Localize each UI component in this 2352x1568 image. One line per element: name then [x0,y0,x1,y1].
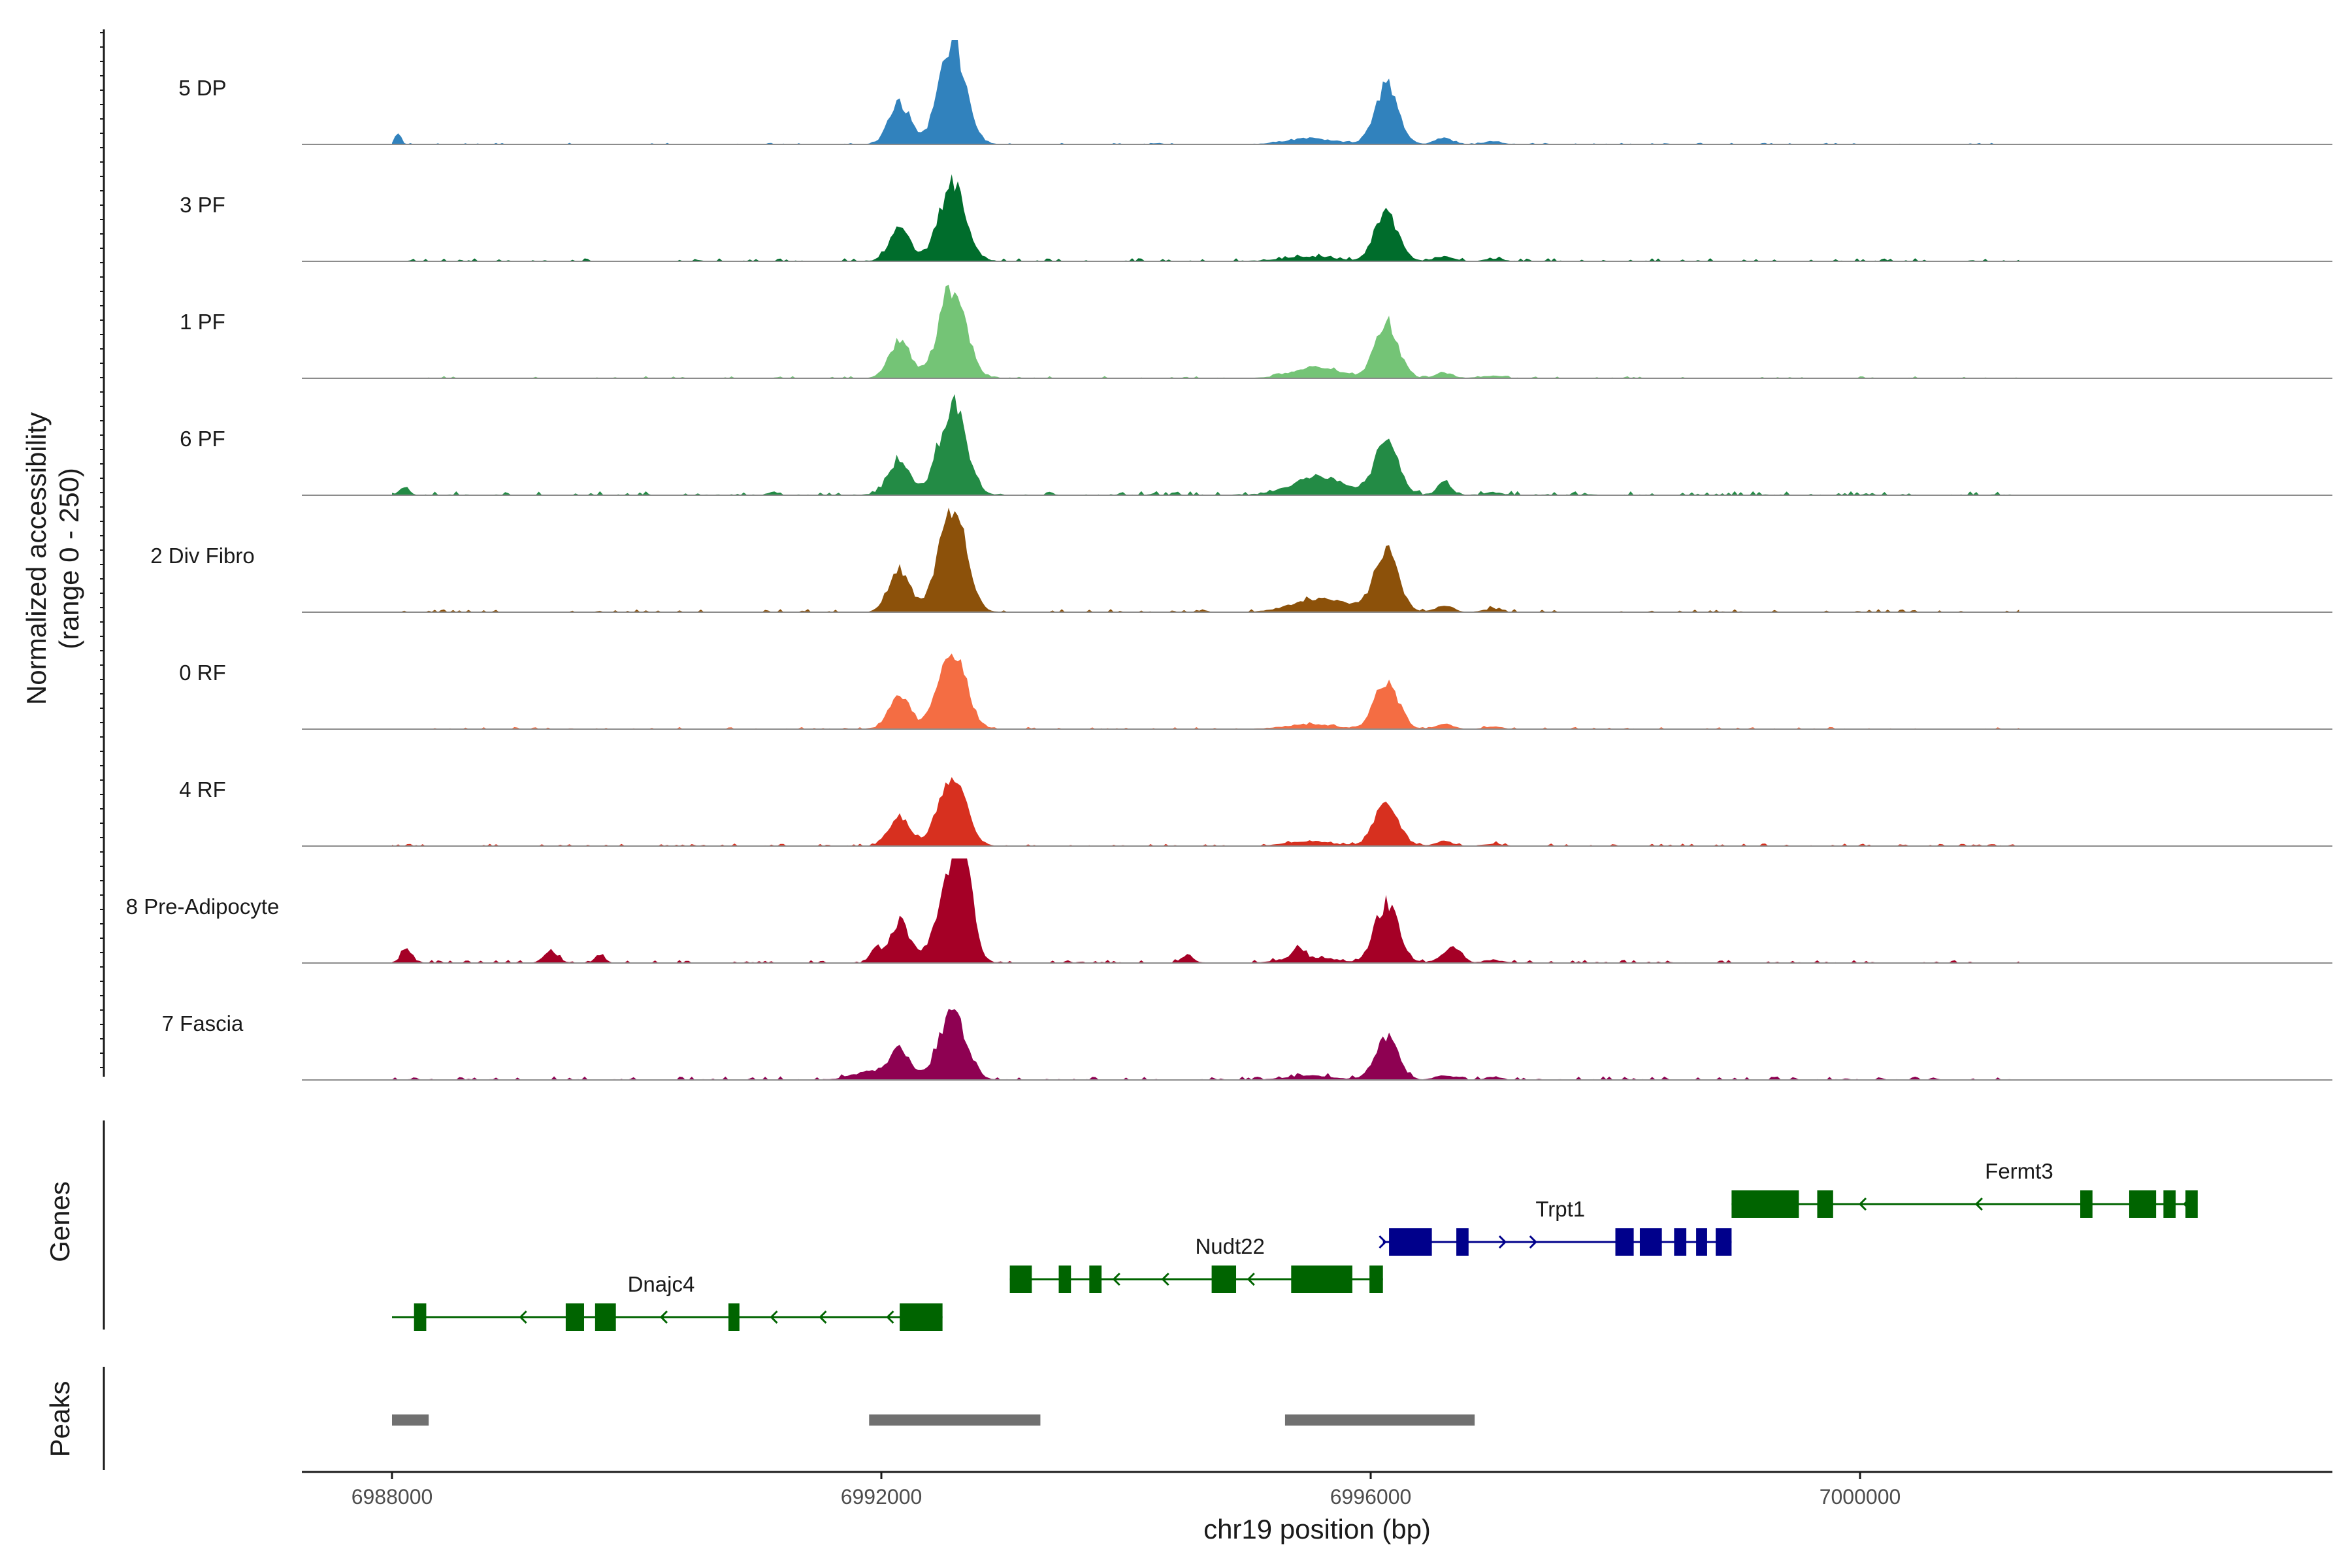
gene-exon [414,1303,427,1331]
track-8-pre-adipocyte: 8 Pre-Adipocyte [126,858,2332,964]
strand-arrow [886,1310,894,1324]
gene-exon [595,1303,616,1331]
genes-panel-title: Genes [44,1181,75,1262]
gene-exon [1817,1190,1833,1218]
gene-trpt1: Trpt1 [1379,1197,1732,1256]
strand-arrow [1529,1235,1537,1249]
gene-exon [2129,1190,2157,1218]
gene-exon [1389,1228,1432,1256]
gene-dnajc4: Dnajc4 [392,1272,943,1331]
strand-arrow [819,1310,827,1324]
track-label: 7 Fascia [162,1011,244,1036]
gene-exon [565,1303,584,1331]
peak-region [1284,1414,1475,1426]
strand-arrow [1112,1272,1120,1286]
ylabel-line-1: Normalized accessibility [21,412,52,705]
strand-arrow [1498,1235,1507,1249]
gene-exon [2080,1190,2093,1218]
strand-arrow [1858,1197,1867,1211]
track-7-fascia: 7 Fascia [162,1009,2332,1081]
peak-region [392,1414,429,1426]
gene-annotations: Dnajc4 Nudt22 Trpt1 Fermt3 [392,1159,2198,1331]
track-label: 5 DP [178,76,226,100]
gene-exon [1731,1190,1799,1218]
x-axis-title: chr19 position (bp) [1203,1514,1431,1544]
track-label: 8 Pre-Adipocyte [126,894,280,919]
track-6-pf: 6 PF [180,394,2332,496]
x-tick-label: 6992000 [841,1485,923,1509]
gene-exon [1089,1266,1102,1293]
gene-exon [1716,1228,1732,1256]
gene-exon [1674,1228,1687,1256]
track-label: 0 RF [179,661,226,685]
track-label: 3 PF [180,193,225,217]
gene-exon [2185,1190,2198,1218]
gene-exon [1456,1228,1469,1256]
gene-exon [1211,1266,1237,1293]
accessibility-y-ticks [100,32,104,1068]
gene-fermt3: Fermt3 [1731,1159,2198,1218]
gene-nudt22: Nudt22 [1009,1234,1383,1293]
gene-exon [900,1303,943,1331]
track-5-dp: 5 DP [178,40,2332,145]
strand-arrow [1379,1235,1387,1249]
track-1-pf: 1 PF [180,284,2332,379]
gene-label: Dnajc4 [628,1272,695,1296]
strand-arrow [1247,1272,1255,1286]
x-axis-ticks: 6988000 6992000 6996000 7000000 [351,1472,1901,1509]
track-3-pf: 3 PF [180,174,2332,262]
x-tick-label: 6988000 [351,1485,433,1509]
x-tick-label: 6996000 [1330,1485,1412,1509]
gene-exon [1058,1266,1071,1293]
ylabel-line-2: (range 0 - 250) [54,468,84,649]
gene-exon [1369,1266,1383,1293]
x-tick-label: 7000000 [1820,1485,1901,1509]
gene-label: Fermt3 [1985,1159,2053,1183]
gene-exon [1696,1228,1707,1256]
strand-arrow [770,1310,778,1324]
gene-exon [1639,1228,1662,1256]
gene-exon [1615,1228,1634,1256]
peak-region [869,1414,1041,1426]
track-label: 2 Div Fibro [150,544,255,568]
gene-exon [1009,1266,1032,1293]
gene-exon [2163,1190,2176,1218]
gene-exon [1291,1266,1352,1293]
gene-label: Trpt1 [1535,1197,1585,1221]
strand-arrow [1161,1272,1169,1286]
track-label: 6 PF [180,427,225,451]
peak-regions [392,1414,1475,1426]
accessibility-axis-title: Normalized accessibility (range 0 - 250) [21,412,84,705]
track-label: 1 PF [180,310,225,334]
track-2-div-fibro: 2 Div Fibro [150,508,2332,613]
gene-label: Nudt22 [1195,1234,1264,1258]
peaks-panel-title: Peaks [44,1381,75,1458]
track-label: 4 RF [179,777,226,802]
coverage-tracks: 5 DP 3 PF 1 PF 6 PF 2 Div Fibro 0 RF 4 RF 8 Pre… [126,40,2332,1081]
strand-arrow [659,1310,668,1324]
track-0-rf: 0 RF [179,653,2332,730]
gene-exon [728,1303,740,1331]
track-4-rf: 4 RF [179,777,2332,847]
strand-arrow [519,1310,527,1324]
strand-arrow [1974,1197,1983,1211]
